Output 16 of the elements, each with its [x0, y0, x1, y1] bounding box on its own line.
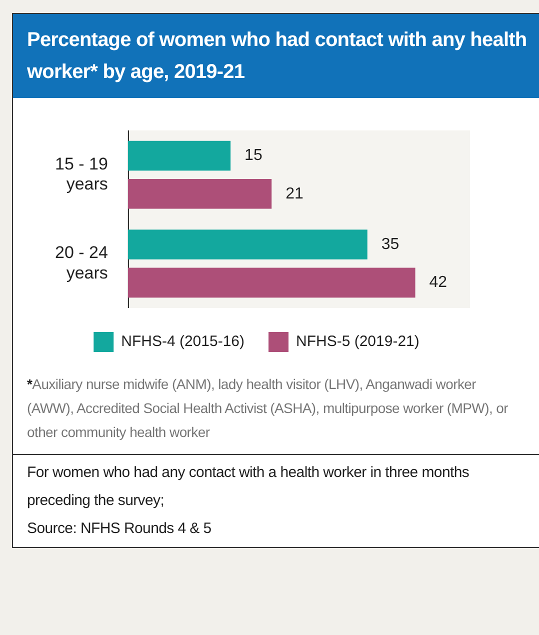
y-tick-label: 20 - 24 years: [54, 243, 108, 282]
data-label: 35: [381, 236, 400, 253]
legend-label: NFHS-5 (2019-21): [296, 333, 420, 350]
legend-label: NFHS-4 (2015-16): [121, 333, 245, 350]
data-label: 15: [244, 147, 262, 164]
data-label: 42: [429, 274, 448, 292]
bar: [128, 140, 231, 171]
source-note: Source: NFHS Rounds 4 & 5: [27, 519, 212, 539]
chart-title: Percentage of women who had contact with any health worker* by age, 2019-21: [13, 14, 539, 98]
bar: [128, 268, 416, 298]
y-tick-label: 15 - 19 years: [54, 154, 108, 194]
text: For women who had any contact with a health worker in three months preceding the survey;: [27, 463, 470, 511]
bar: [128, 179, 272, 209]
data-label: 21: [286, 185, 304, 202]
text: *Auxiliary nurse midwife (ANM), lady health visitor (LHV), Anganwadi worker (AWW), Accredited Social Health Activist (ASHA), multipurpose worker (MPW), or other community health worker: [27, 375, 509, 442]
bar: [128, 230, 368, 260]
